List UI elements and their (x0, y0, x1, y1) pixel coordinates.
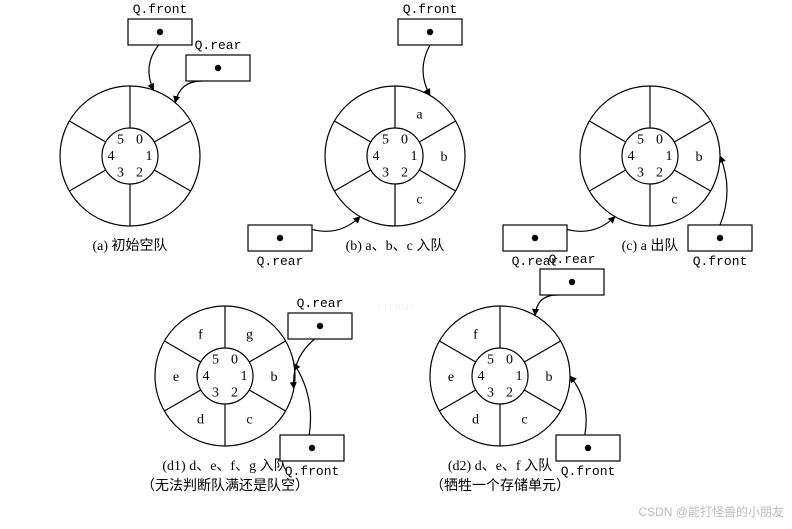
ptr-rear-b: Q.rear (248, 217, 360, 269)
slot-value: c (671, 192, 677, 207)
slot-index: 1 (241, 369, 248, 384)
slot-value: a (416, 108, 423, 123)
ptr-label: Q.rear (257, 254, 304, 269)
ptr-front-b: Q.front (398, 2, 462, 95)
slot-index: 3 (487, 385, 494, 400)
slot-index: 2 (401, 165, 408, 180)
circular-queue-b: 012345 a b c (b) a、b、c 入队 (325, 86, 465, 254)
watermark-bottom: CSDN @能打怪兽的小朋友 (638, 503, 784, 520)
slot-index: 5 (212, 353, 219, 368)
caption-line-1: (d2) d、e、f 入队 (448, 458, 552, 474)
slot-index: 1 (411, 149, 418, 164)
slot-index: 4 (628, 149, 635, 164)
caption-line-2: （无法判断队满还是队空） (141, 478, 309, 494)
caption-line-1: (a) 初始空队 (92, 237, 167, 254)
ptr-front-c: Q.front (688, 156, 752, 269)
slot-index: 0 (136, 133, 143, 148)
ptr-label: Q.front (693, 254, 748, 269)
slot-value: e (173, 370, 179, 385)
ptr-front-d2: Q.front (556, 376, 620, 479)
slot-value: f (473, 328, 478, 343)
slot-index: 5 (117, 133, 124, 148)
slot-value: c (521, 412, 527, 427)
circular-queue-d2: 012345 b c d e f (d2) d、e、f 入队 （牺牲一个存储单元） (430, 306, 570, 494)
ptr-label: Q.front (133, 2, 188, 17)
caption-line-1: (c) a 出队 (622, 238, 679, 254)
ptr-label: Q.rear (195, 38, 242, 53)
ptr-rear-a: Q.rear (175, 38, 250, 103)
ptr-rear-d1: Q.rear (288, 296, 352, 389)
ptr-label: Q.front (403, 2, 458, 17)
slot-index: 5 (487, 353, 494, 368)
slot-index: 2 (231, 385, 238, 400)
slot-value: d (472, 412, 479, 427)
slot-value: e (448, 370, 454, 385)
slot-value: g (246, 328, 253, 343)
circular-queue-a: 012345 (a) 初始空队 (60, 86, 200, 254)
slot-value: c (246, 412, 252, 427)
slot-index: 2 (136, 165, 143, 180)
slot-value: b (546, 370, 553, 385)
ptr-label: Q.rear (297, 296, 344, 311)
slot-index: 0 (656, 133, 663, 148)
slot-index: 4 (203, 369, 210, 384)
caption-line-2: （牺牲一个存储单元） (430, 478, 570, 494)
slot-value: b (271, 370, 278, 385)
ptr-label: Q.rear (549, 252, 596, 267)
slot-index: 3 (382, 165, 389, 180)
ptr-front-d1: Q.front (280, 363, 344, 479)
slot-index: 3 (212, 385, 219, 400)
slot-index: 4 (478, 369, 485, 384)
slot-index: 5 (382, 133, 389, 148)
slot-index: 1 (516, 369, 523, 384)
slot-index: 4 (108, 149, 115, 164)
ptr-label: Q.front (561, 464, 616, 479)
slot-value: c (416, 192, 422, 207)
slot-index: 4 (373, 149, 380, 164)
slot-index: 0 (231, 353, 238, 368)
slot-index: 1 (146, 149, 153, 164)
slot-index: 3 (117, 165, 124, 180)
slot-value: b (441, 150, 448, 165)
slot-index: 5 (637, 133, 644, 148)
slot-index: 2 (506, 385, 513, 400)
slot-index: 1 (666, 149, 673, 164)
slot-index: 2 (656, 165, 663, 180)
ptr-front-a: Q.front (128, 2, 192, 90)
slot-index: 0 (401, 133, 408, 148)
watermark-center: 1413047 (377, 302, 416, 312)
slot-value: f (198, 328, 203, 343)
caption-line-1: (d1) d、e、f、g 入队 (162, 458, 287, 474)
diagram-canvas: 012345(a) 初始空队Q.frontQ.rear012345abc(b) … (0, 0, 792, 524)
slot-value: d (197, 412, 204, 427)
caption-line-1: (b) a、b、c 入队 (346, 238, 445, 254)
slot-index: 0 (506, 353, 513, 368)
ptr-label: Q.front (285, 464, 340, 479)
slot-index: 3 (637, 165, 644, 180)
slot-value: b (696, 150, 703, 165)
